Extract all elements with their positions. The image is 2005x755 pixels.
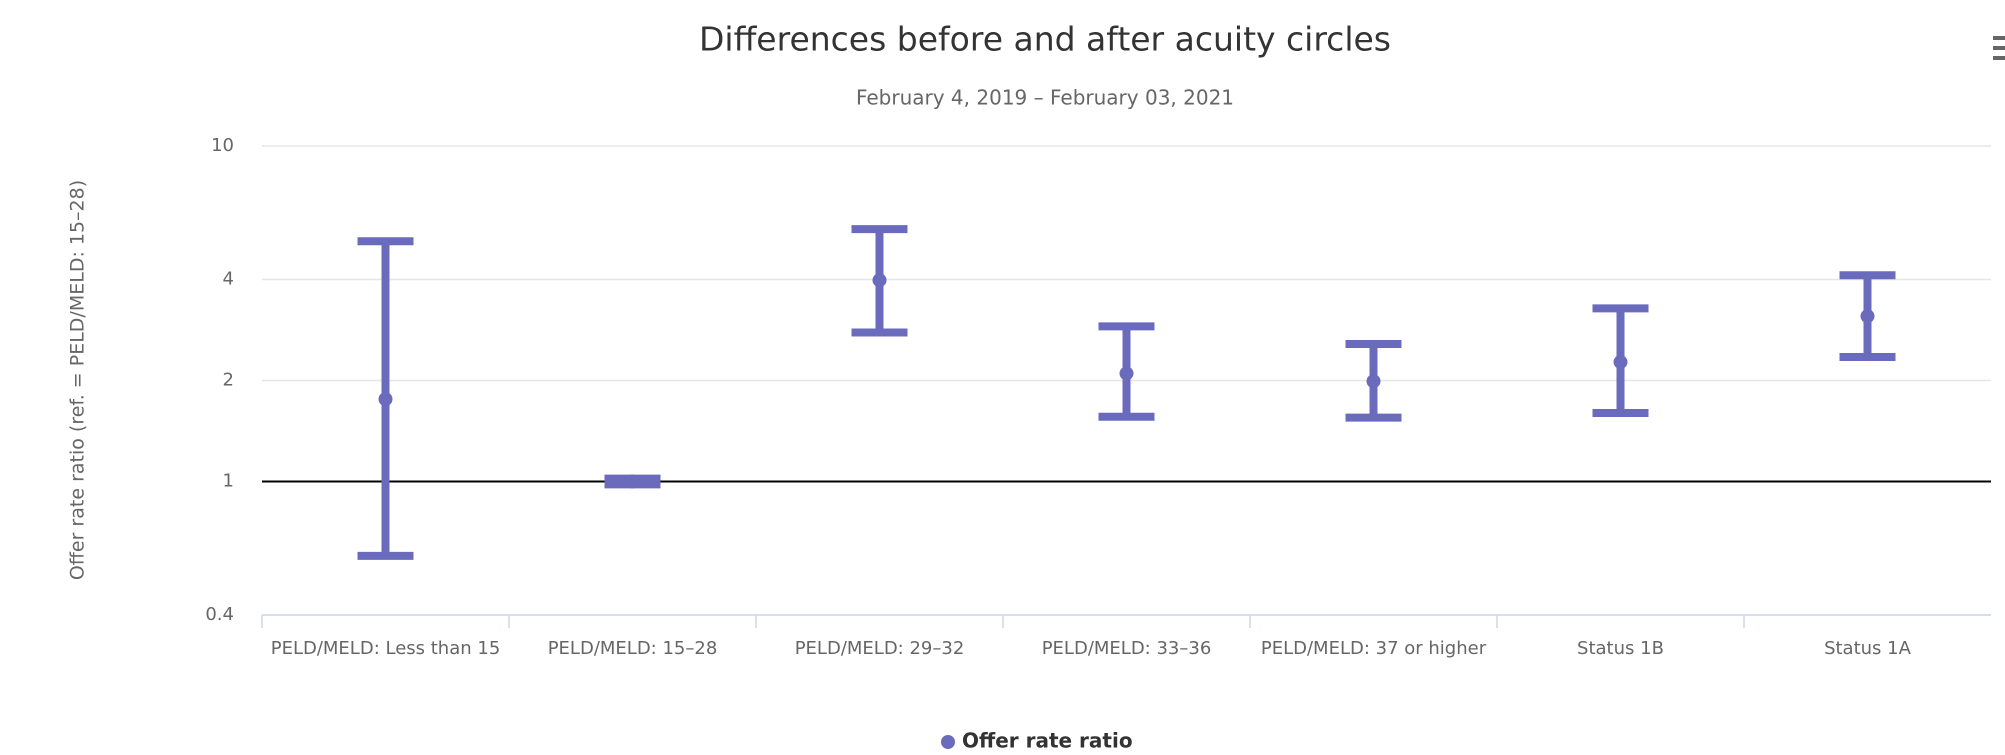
- x-tick-label: PELD/MELD: 15–28: [547, 638, 718, 659]
- point: [1119, 366, 1134, 381]
- point: [1860, 309, 1875, 324]
- y-tick-label: 10: [211, 135, 234, 156]
- point: [1613, 355, 1628, 370]
- point: [872, 273, 887, 288]
- legend-label: Offer rate ratio: [962, 729, 1133, 753]
- x-tick-label: PELD/MELD: Less than 15: [270, 638, 501, 659]
- y-tick-label: 4: [223, 269, 234, 290]
- point: [625, 474, 640, 489]
- x-tick-label: PELD/MELD: 37 or higher: [1260, 638, 1487, 659]
- y-tick-label: 2: [223, 370, 234, 391]
- point: [1366, 374, 1381, 389]
- point: [378, 392, 393, 407]
- chart-subtitle: February 4, 2019 – February 03, 2021: [856, 86, 1234, 110]
- chart-title: Differences before and after acuity circ…: [699, 20, 1391, 59]
- x-tick-label: PELD/MELD: 33–36: [1041, 638, 1212, 659]
- y-tick-label: 0.4: [205, 604, 234, 625]
- x-tick-label: Status 1A: [1824, 638, 1911, 659]
- x-tick-label: Status 1B: [1577, 638, 1664, 659]
- x-tick-label: PELD/MELD: 29–32: [794, 638, 965, 659]
- y-tick-label: 1: [223, 470, 234, 491]
- y-axis-label: Offer rate ratio (ref. = PELD/MELD: 15–2…: [67, 180, 89, 580]
- legend-symbol: [941, 735, 955, 749]
- menu-icon[interactable]: [1993, 36, 2005, 60]
